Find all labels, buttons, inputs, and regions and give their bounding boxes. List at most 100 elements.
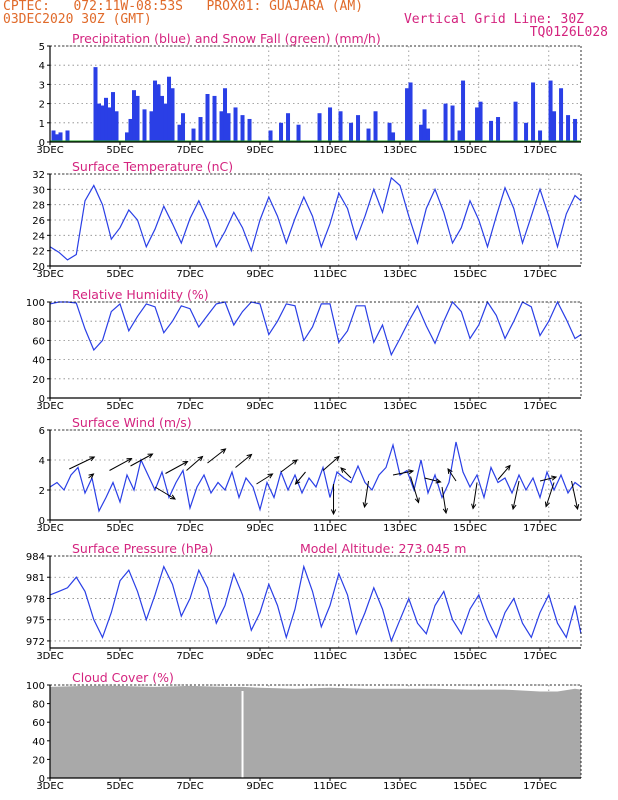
x-tick-label: 5DEC bbox=[106, 145, 133, 156]
precip-bar bbox=[170, 88, 175, 142]
x-tick-label: 13DEC bbox=[383, 781, 417, 792]
precip-bar bbox=[163, 103, 168, 142]
y-tick-label: 80 bbox=[32, 700, 45, 711]
precip-bar bbox=[328, 107, 333, 142]
precip-bar bbox=[538, 130, 543, 142]
wind-arrow bbox=[512, 480, 520, 510]
precip-bar bbox=[181, 113, 186, 142]
x-tick-label: 9DEC bbox=[246, 269, 273, 280]
precip-bar bbox=[426, 128, 431, 142]
precip-bar bbox=[104, 97, 109, 142]
series-line bbox=[49, 300, 582, 357]
wind-arrow-head bbox=[197, 455, 204, 462]
x-tick-label: 5DEC bbox=[106, 401, 133, 412]
wind-arrow bbox=[109, 458, 132, 471]
y-tick-label: 2 bbox=[39, 486, 45, 497]
precip-bar bbox=[167, 76, 172, 142]
precip-bar bbox=[478, 101, 483, 142]
x-tick-label: 13DEC bbox=[383, 523, 417, 534]
x-tick-label: 7DEC bbox=[176, 401, 203, 412]
precip-bar bbox=[405, 88, 410, 142]
precip-bar bbox=[156, 84, 161, 142]
y-tick-label: 0 bbox=[39, 516, 45, 527]
y-tick-label: 80 bbox=[32, 317, 45, 328]
x-tick-label: 17DEC bbox=[523, 269, 557, 280]
precip-bar bbox=[524, 122, 529, 142]
precip-bar bbox=[356, 115, 361, 142]
precip-bar bbox=[317, 113, 322, 142]
y-tick-label: 100 bbox=[26, 681, 45, 692]
series-line bbox=[49, 176, 582, 261]
precip-bar bbox=[97, 103, 102, 142]
precip-bar bbox=[212, 95, 217, 142]
panel-5: 0 20 40 60 80 100 3DEC 5DEC 7DEC 9DEC 11DEC 13DEC 15… bbox=[26, 670, 582, 792]
wind-arrow bbox=[472, 482, 478, 509]
wind-arrow bbox=[364, 480, 370, 508]
x-tick-label: 3DEC bbox=[36, 269, 63, 280]
wind-arrow-head bbox=[169, 494, 176, 500]
precip-bar bbox=[422, 109, 427, 142]
x-tick-label: 11DEC bbox=[313, 651, 347, 662]
wind-arrow-head bbox=[334, 455, 340, 462]
x-tick-label: 7DEC bbox=[176, 781, 203, 792]
precip-bar bbox=[107, 107, 112, 142]
precip-bar bbox=[240, 115, 245, 142]
y-tick-label: 20 bbox=[32, 755, 45, 766]
x-tick-label: 15DEC bbox=[453, 781, 487, 792]
precip-bar bbox=[219, 111, 224, 142]
x-tick-label: 7DEC bbox=[176, 523, 203, 534]
panel-title: Relative Humidity (%) bbox=[72, 287, 209, 302]
x-tick-label: 5DEC bbox=[106, 651, 133, 662]
wind-arrow-head bbox=[182, 460, 189, 466]
precip-bar bbox=[100, 105, 105, 142]
precip-bar bbox=[450, 105, 455, 142]
wind-arrow bbox=[235, 454, 252, 468]
precip-bar bbox=[128, 118, 133, 142]
header-code: TQ0126L028 bbox=[529, 25, 608, 40]
y-tick-label: 984 bbox=[26, 552, 45, 563]
y-tick-label: 20 bbox=[32, 375, 45, 386]
precip-bar bbox=[296, 124, 301, 142]
wind-arrow-head bbox=[447, 468, 453, 475]
precip-bar bbox=[552, 111, 557, 142]
precip-bar bbox=[191, 128, 196, 142]
precip-bar bbox=[132, 90, 137, 142]
precip-bar bbox=[125, 132, 130, 142]
wind-arrow-head bbox=[551, 475, 558, 481]
x-tick-label: 7DEC bbox=[176, 269, 203, 280]
x-tick-label: 7DEC bbox=[176, 145, 203, 156]
x-tick-label: 3DEC bbox=[36, 401, 63, 412]
x-tick-label: 15DEC bbox=[453, 145, 487, 156]
panel-2: 0 20 40 60 80 100 3DEC 5DEC 7DEC 9DEC 11DEC 13DEC 15… bbox=[26, 287, 582, 412]
x-tick-label: 3DEC bbox=[36, 523, 63, 534]
x-tick-label: 11DEC bbox=[313, 523, 347, 534]
precip-bar bbox=[349, 122, 354, 142]
y-tick-label: 100 bbox=[26, 298, 45, 309]
y-tick-label: 0 bbox=[39, 774, 45, 785]
wind-arrow bbox=[69, 456, 95, 470]
panel-title: Cloud Cover (%) bbox=[72, 670, 174, 685]
wind-arrow-head bbox=[340, 467, 346, 473]
precip-bar bbox=[286, 113, 291, 142]
y-tick-label: 60 bbox=[32, 718, 45, 729]
header-station-line: CPTEC: 072:11W-08:53S PROX01: GUAJARA (A… bbox=[3, 0, 364, 14]
y-tick-label: 978 bbox=[26, 594, 45, 605]
precip-bar bbox=[114, 111, 119, 142]
precip-bar bbox=[489, 120, 494, 142]
precip-bar bbox=[566, 115, 571, 142]
wind-arrow-head bbox=[147, 453, 154, 459]
wind-arrow bbox=[571, 480, 579, 510]
x-tick-label: 13DEC bbox=[383, 651, 417, 662]
wind-arrow bbox=[280, 459, 298, 473]
x-tick-label: 5DEC bbox=[106, 523, 133, 534]
wind-arrow-head bbox=[220, 448, 227, 454]
precip-bar bbox=[177, 124, 182, 142]
wind-arrow bbox=[186, 456, 203, 471]
header-grid-note: Vertical Grid Line: 30Z bbox=[403, 12, 584, 27]
y-tick-label: 22 bbox=[32, 247, 45, 258]
precip-bar bbox=[531, 82, 536, 142]
precip-bar bbox=[65, 130, 70, 142]
y-tick-label: 24 bbox=[32, 231, 45, 242]
x-tick-label: 9DEC bbox=[246, 401, 273, 412]
